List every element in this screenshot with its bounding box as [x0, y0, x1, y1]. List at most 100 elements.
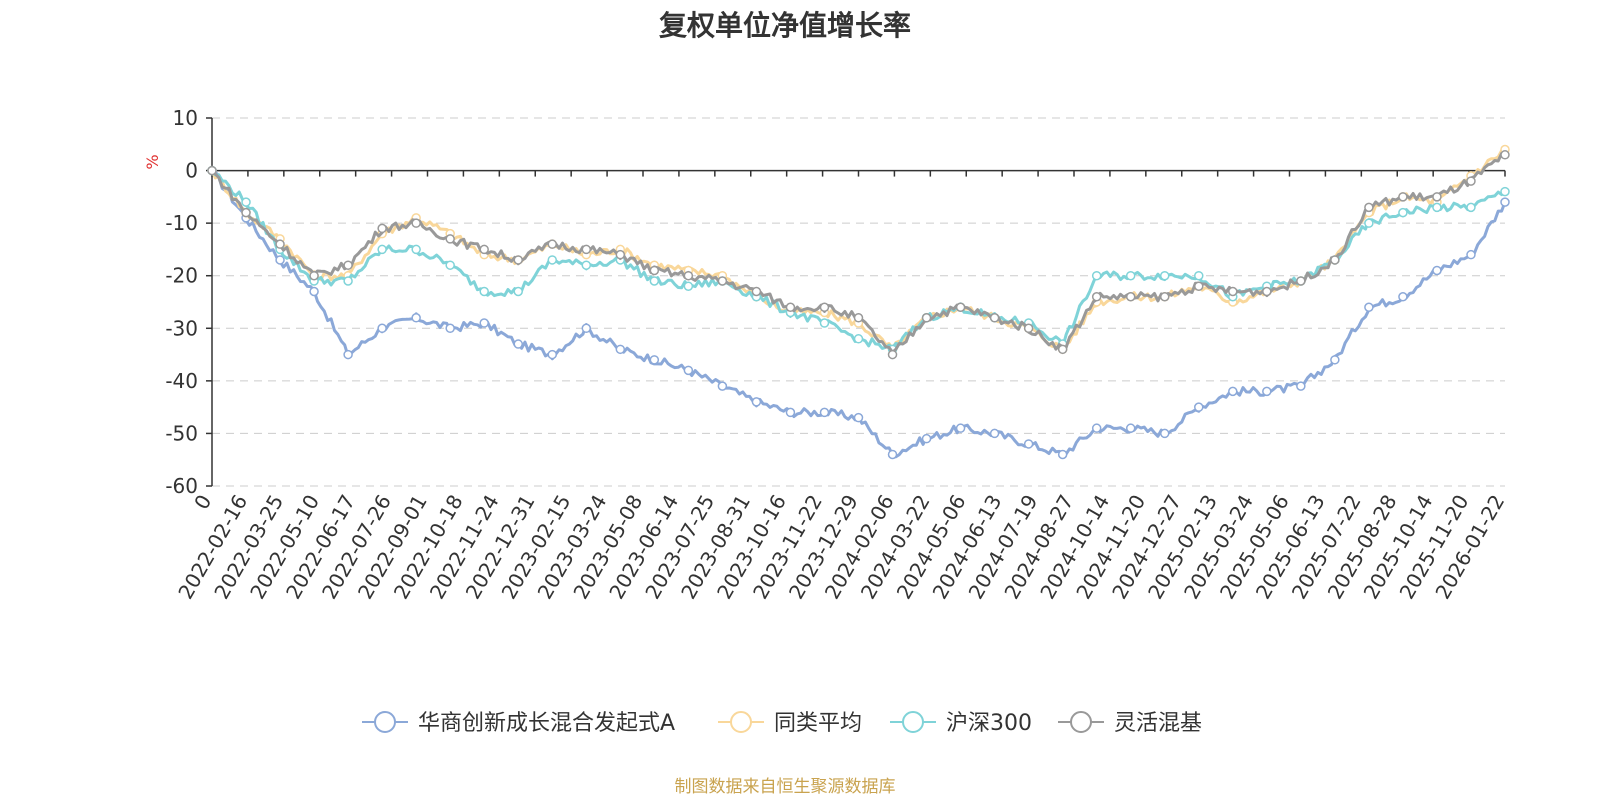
data-point: [1364, 218, 1374, 228]
legend-marker: [902, 711, 924, 733]
data-point: [819, 407, 830, 418]
data-point: [1364, 302, 1374, 313]
data-point: [343, 260, 353, 270]
data-point: [751, 397, 762, 407]
data-point: [955, 302, 966, 313]
legend-marker: [730, 711, 752, 733]
data-point: [547, 255, 558, 265]
data-point: [649, 265, 660, 276]
data-point: [1500, 197, 1510, 207]
legend-label: 同类平均: [774, 711, 862, 736]
data-point: [411, 218, 421, 228]
data-point: [1364, 202, 1374, 213]
data-point: [1125, 291, 1136, 302]
data-point: [989, 313, 1000, 323]
data-point: [1500, 186, 1510, 197]
data-point: [1432, 265, 1442, 276]
data-point: [1091, 291, 1102, 302]
data-point: [853, 313, 864, 323]
data-point: [513, 255, 523, 265]
x-tick-label: 0: [189, 491, 216, 514]
data-point: [411, 313, 421, 323]
data-point: [1023, 439, 1034, 449]
data-point: [377, 223, 387, 234]
y-axis-unit: %: [143, 154, 162, 169]
data-point: [343, 276, 353, 286]
data-point: [785, 407, 796, 418]
data-point: [1091, 270, 1102, 281]
data-point: [547, 349, 558, 360]
data-point: [581, 323, 592, 334]
data-point: [241, 197, 251, 207]
data-point: [309, 270, 319, 281]
y-tick-label: -30: [165, 316, 198, 340]
data-point: [1296, 276, 1306, 286]
data-point: [513, 339, 523, 349]
data-point: [615, 249, 626, 260]
data-point: [1091, 423, 1102, 433]
data-point: [1296, 381, 1306, 391]
data-point: [581, 260, 592, 270]
y-axis: 10 0 -10 -20 -30 -40 -50 -60: [165, 106, 213, 498]
data-point: [479, 244, 489, 255]
data-point: [1262, 286, 1272, 297]
data-point: [921, 433, 932, 444]
data-point: [1330, 255, 1340, 265]
data-point: [819, 318, 830, 328]
data-point: [1398, 291, 1408, 302]
data-point: [445, 234, 455, 244]
data-point: [615, 344, 626, 355]
data-point: [547, 239, 558, 249]
data-point: [241, 207, 251, 218]
data-point: [1432, 202, 1442, 213]
data-point: [275, 239, 285, 249]
data-source-note: 制图数据来自恒生聚源数据库: [675, 777, 896, 797]
data-point: [275, 255, 285, 265]
data-point: [785, 302, 796, 313]
legend-label: 沪深300: [946, 711, 1032, 736]
data-point: [683, 365, 694, 376]
data-point: [1398, 192, 1408, 202]
data-point: [479, 318, 489, 328]
chart-title: 复权单位净值增长率: [659, 9, 911, 42]
data-point: [683, 281, 694, 291]
data-point: [1023, 323, 1034, 334]
data-point: [1057, 449, 1068, 460]
legend-marker: [374, 711, 396, 733]
y-tick-label: -60: [165, 474, 198, 498]
data-point: [1159, 291, 1170, 302]
data-point: [309, 286, 319, 297]
legend-item[interactable]: 灵活混基: [1058, 711, 1202, 736]
y-tick-label: 0: [185, 159, 198, 183]
y-tick-label: -20: [165, 264, 198, 288]
data-point: [377, 323, 387, 334]
data-point: [1125, 423, 1136, 433]
data-point: [853, 412, 864, 423]
data-point: [819, 302, 830, 313]
data-point: [1194, 402, 1204, 412]
legend-item[interactable]: 华商创新成长混合发起式A: [362, 711, 675, 736]
data-point: [1432, 192, 1442, 202]
data-point: [343, 349, 353, 360]
data-point: [887, 449, 898, 460]
legend-marker: [1070, 711, 1092, 733]
data-point: [955, 423, 966, 433]
legend-item[interactable]: 同类平均: [718, 711, 862, 736]
data-point: [207, 165, 217, 176]
data-point: [717, 276, 728, 286]
data-point: [1125, 270, 1136, 281]
legend-label: 灵活混基: [1114, 711, 1202, 736]
data-point: [1466, 249, 1476, 260]
legend-label: 华商创新成长混合发起式A: [418, 711, 675, 736]
series-lines: [207, 144, 1510, 460]
legend: 华商创新成长混合发起式A 同类平均 沪深300 灵活混基: [362, 711, 1202, 736]
y-tick-label: -10: [165, 211, 198, 235]
data-point: [649, 355, 660, 365]
data-point: [1330, 355, 1340, 365]
data-point: [1057, 344, 1068, 355]
data-point: [1398, 207, 1408, 218]
y-tick-label: -50: [165, 421, 198, 445]
legend-item[interactable]: 沪深300: [890, 711, 1032, 736]
data-point: [1466, 176, 1476, 186]
